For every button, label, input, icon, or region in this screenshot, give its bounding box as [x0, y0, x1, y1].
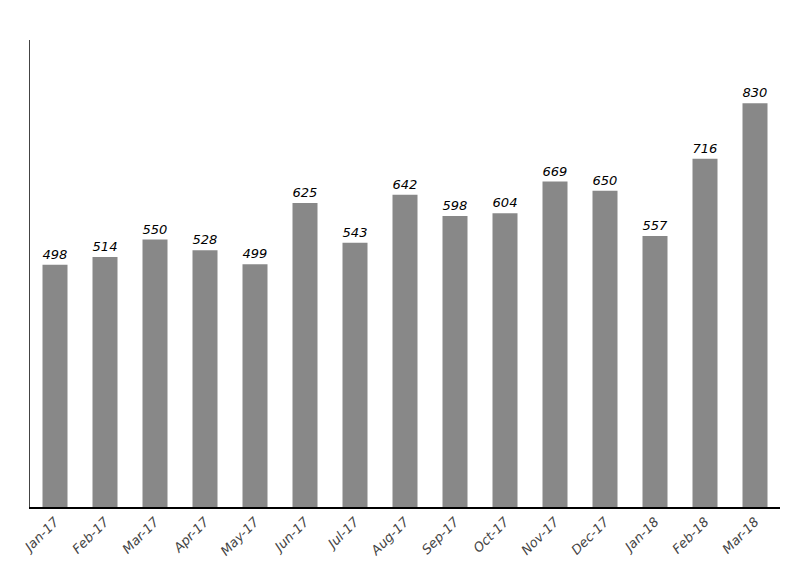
svg-text:Sep-17: Sep-17	[419, 514, 462, 557]
svg-text:557: 557	[643, 218, 669, 233]
svg-text:499: 499	[243, 246, 268, 261]
svg-text:Jul-17: Jul-17	[323, 514, 362, 553]
svg-text:604: 604	[493, 195, 518, 210]
svg-text:Oct-17: Oct-17	[470, 514, 512, 556]
svg-text:Jan-17: Jan-17	[20, 514, 62, 556]
svg-text:514: 514	[93, 239, 118, 254]
svg-text:May-17: May-17	[217, 514, 262, 559]
svg-text:Nov-17: Nov-17	[518, 514, 562, 558]
svg-text:Mar-17: Mar-17	[119, 514, 162, 557]
svg-text:543: 543	[343, 225, 368, 240]
svg-text:650: 650	[593, 173, 618, 188]
svg-text:642: 642	[393, 177, 418, 192]
svg-text:Apr-17: Apr-17	[170, 514, 212, 556]
svg-text:830: 830	[743, 85, 768, 100]
svg-text:Aug-17: Aug-17	[367, 514, 412, 559]
svg-text:Mar-18: Mar-18	[719, 514, 761, 556]
svg-text:625: 625	[293, 185, 318, 200]
svg-text:Feb-18: Feb-18	[669, 514, 711, 556]
svg-text:598: 598	[443, 198, 468, 213]
svg-text:498: 498	[43, 247, 68, 262]
svg-text:550: 550	[143, 222, 168, 237]
svg-text:716: 716	[693, 141, 718, 156]
svg-text:Jan-18: Jan-18	[620, 514, 662, 556]
svg-text:Jun-17: Jun-17	[270, 514, 313, 557]
svg-text:669: 669	[543, 164, 568, 179]
svg-text:Dec-17: Dec-17	[568, 514, 612, 558]
svg-text:Feb-17: Feb-17	[69, 514, 112, 557]
svg-text:528: 528	[193, 232, 218, 247]
